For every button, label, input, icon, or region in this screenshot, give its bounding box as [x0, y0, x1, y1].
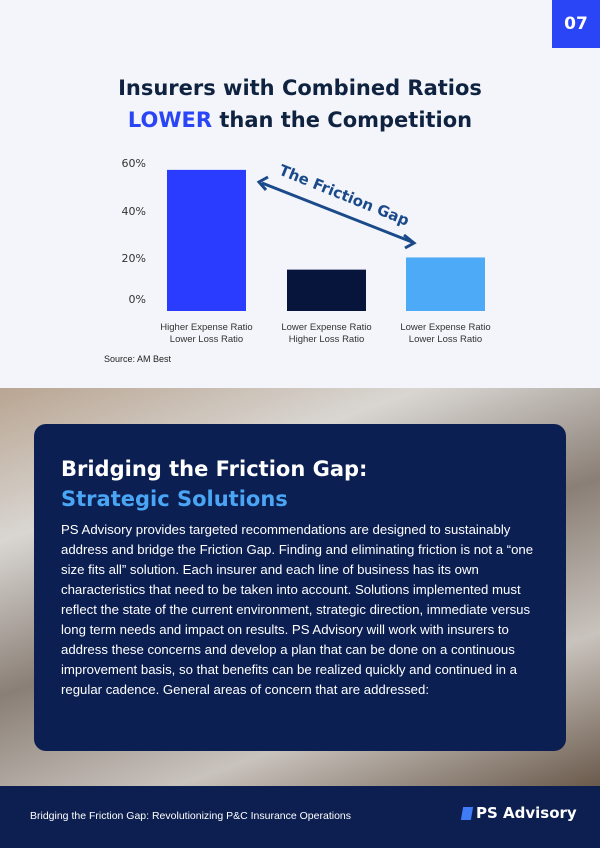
- y-tick-label: 60%: [122, 157, 146, 170]
- bar: [287, 269, 366, 311]
- footer: Bridging the Friction Gap: Revolutionizi…: [0, 786, 600, 848]
- page-number: 07: [552, 0, 600, 48]
- friction-gap-arrow: The Friction Gap: [256, 161, 417, 250]
- source-note: Source: AM Best: [104, 354, 172, 364]
- solutions-card: Bridging the Friction Gap: Strategic Sol…: [34, 424, 566, 751]
- y-tick-label: 40%: [122, 205, 146, 218]
- logo-mark-icon: [460, 806, 474, 820]
- footer-text: Bridging the Friction Gap: Revolutionizi…: [30, 810, 351, 822]
- card-subheading: Strategic Solutions: [61, 487, 288, 511]
- y-tick-label: 20%: [122, 252, 146, 265]
- card-heading: Bridging the Friction Gap:: [61, 457, 368, 481]
- category-label: Lower Loss Ratio: [409, 334, 482, 345]
- title-highlight: LOWER: [127, 108, 213, 132]
- bar: [167, 169, 246, 311]
- chart-title: Insurers with Combined Ratios LOWER than…: [118, 76, 482, 132]
- category-label: Higher Expense Ratio: [160, 322, 252, 333]
- category-label: Lower Loss Ratio: [170, 334, 243, 345]
- category-label: Lower Expense Ratio: [281, 322, 371, 333]
- y-tick-label: 0%: [129, 293, 146, 306]
- card-body: PS Advisory provides targeted recommenda…: [61, 522, 534, 697]
- bar: [406, 257, 485, 311]
- category-label: Lower Expense Ratio: [400, 322, 490, 333]
- logo: PS Advisory: [460, 804, 577, 822]
- category-label: Higher Loss Ratio: [289, 334, 365, 345]
